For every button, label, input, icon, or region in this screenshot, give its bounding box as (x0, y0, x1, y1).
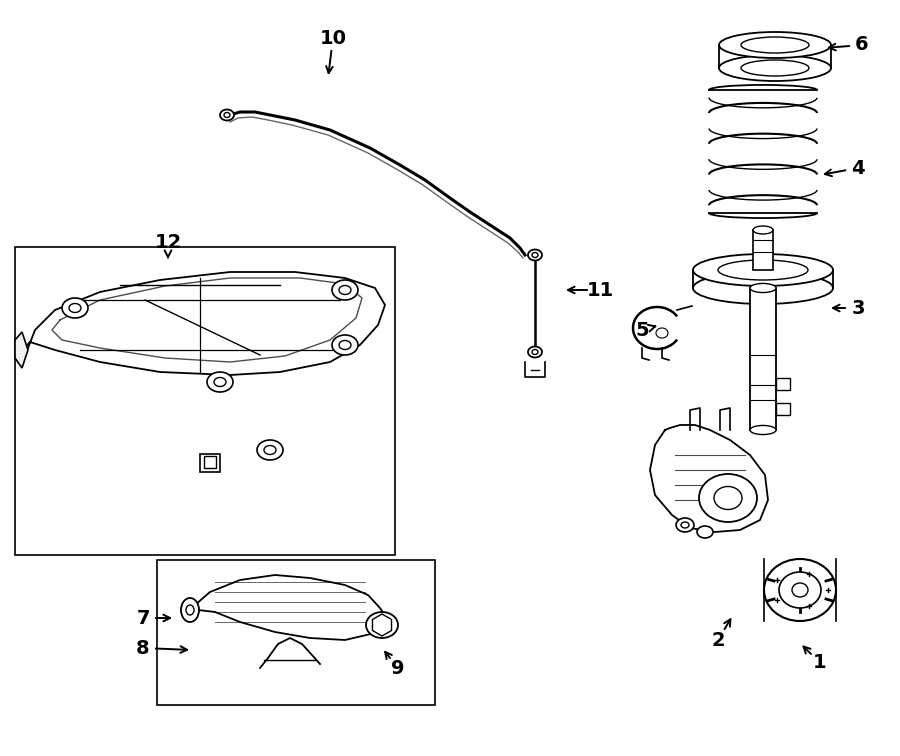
Bar (157, 560, 435, 705)
Ellipse shape (750, 426, 776, 435)
Text: 12: 12 (155, 234, 182, 253)
Ellipse shape (699, 474, 757, 522)
Ellipse shape (741, 37, 809, 53)
Ellipse shape (186, 605, 194, 615)
Ellipse shape (257, 440, 283, 460)
Text: 6: 6 (855, 36, 868, 54)
Ellipse shape (214, 377, 226, 386)
Text: 11: 11 (587, 280, 614, 299)
Ellipse shape (62, 298, 88, 318)
Ellipse shape (693, 272, 833, 304)
Text: 5: 5 (635, 321, 649, 339)
Ellipse shape (764, 559, 836, 621)
Ellipse shape (753, 226, 773, 234)
Text: 1: 1 (814, 653, 827, 673)
Ellipse shape (220, 110, 234, 120)
Ellipse shape (779, 572, 821, 608)
Ellipse shape (792, 583, 808, 597)
Bar (750, 288, 776, 430)
Bar (204, 456, 216, 468)
Text: 8: 8 (136, 639, 149, 658)
Ellipse shape (719, 32, 831, 58)
Ellipse shape (697, 526, 713, 538)
Text: 3: 3 (851, 299, 865, 318)
Bar (776, 378, 790, 390)
Ellipse shape (714, 487, 742, 510)
Ellipse shape (207, 372, 233, 392)
Bar (776, 403, 790, 415)
Ellipse shape (374, 619, 390, 631)
Ellipse shape (693, 254, 833, 286)
Ellipse shape (718, 260, 808, 280)
Ellipse shape (532, 349, 538, 355)
Ellipse shape (532, 253, 538, 258)
Text: 9: 9 (392, 658, 405, 677)
Ellipse shape (264, 445, 276, 454)
Ellipse shape (224, 113, 230, 117)
Ellipse shape (332, 280, 358, 300)
Ellipse shape (741, 60, 809, 76)
Ellipse shape (181, 598, 199, 622)
Ellipse shape (528, 346, 542, 358)
Text: 4: 4 (851, 159, 865, 178)
Text: 2: 2 (711, 631, 724, 649)
Ellipse shape (339, 340, 351, 349)
Text: 7: 7 (136, 609, 149, 627)
Bar (753, 230, 773, 270)
Ellipse shape (681, 522, 689, 528)
Bar (200, 454, 220, 472)
Bar (15, 247, 395, 555)
Ellipse shape (332, 335, 358, 355)
Ellipse shape (676, 518, 694, 532)
Ellipse shape (339, 286, 351, 295)
Polygon shape (15, 332, 28, 368)
Ellipse shape (750, 284, 776, 293)
Text: 10: 10 (320, 29, 346, 48)
Ellipse shape (719, 55, 831, 81)
Ellipse shape (69, 303, 81, 312)
Ellipse shape (528, 249, 542, 261)
Ellipse shape (366, 612, 398, 638)
